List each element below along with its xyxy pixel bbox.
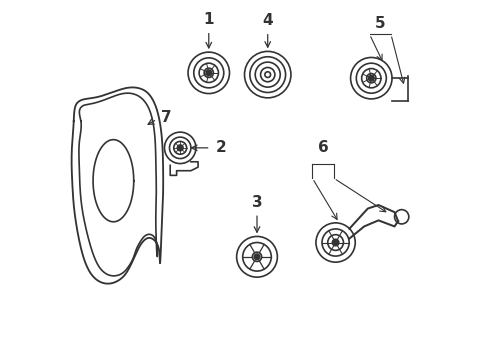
Text: 3: 3 bbox=[251, 195, 262, 210]
Text: 5: 5 bbox=[374, 16, 385, 31]
Text: 6: 6 bbox=[317, 140, 328, 155]
Circle shape bbox=[367, 75, 373, 81]
Text: 7: 7 bbox=[160, 110, 171, 125]
Circle shape bbox=[333, 240, 337, 245]
Circle shape bbox=[178, 146, 182, 150]
Text: 2: 2 bbox=[216, 140, 226, 156]
Text: 1: 1 bbox=[203, 12, 214, 27]
Circle shape bbox=[254, 254, 259, 260]
Text: 4: 4 bbox=[262, 13, 272, 28]
Circle shape bbox=[205, 70, 211, 76]
